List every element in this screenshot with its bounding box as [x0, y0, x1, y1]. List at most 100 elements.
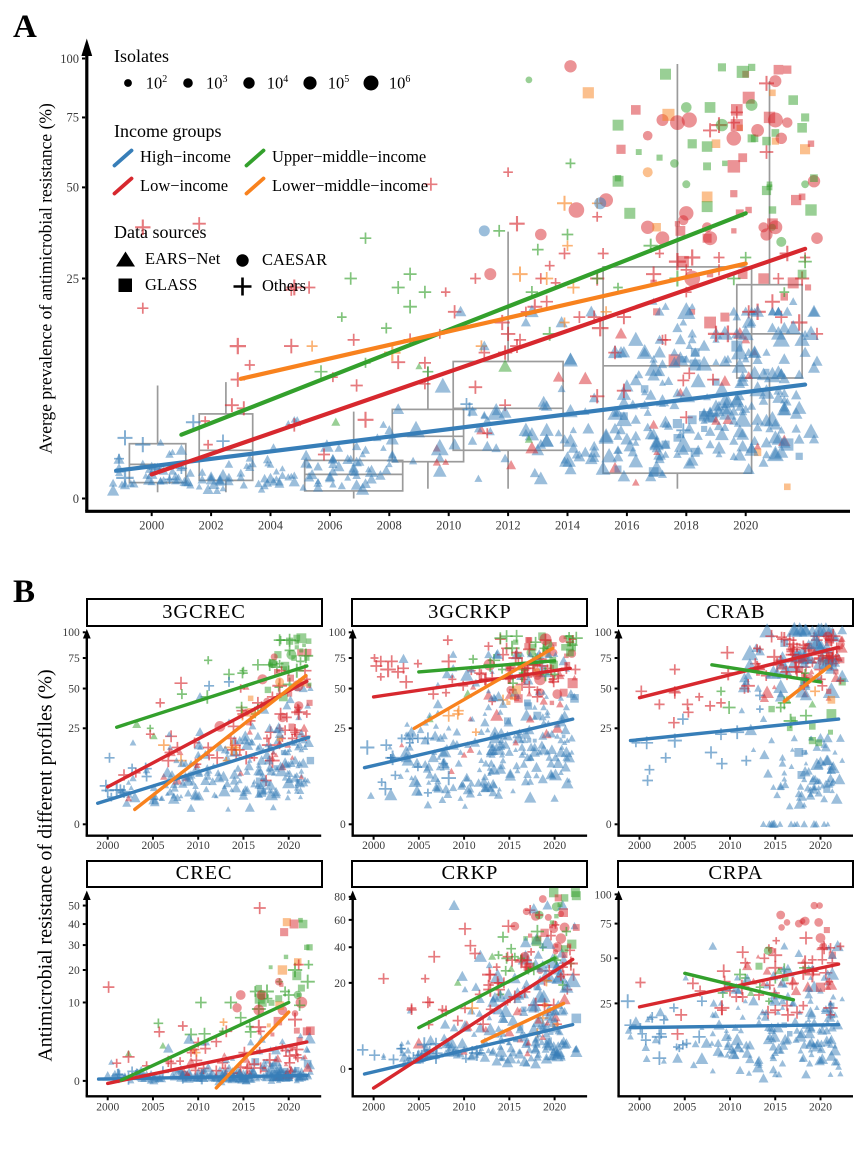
facet-strip-3gcrkp: 3GCRKP	[351, 598, 589, 627]
trend-line	[417, 956, 557, 1030]
axes: 2000 2002 2004 2006 2008 2010 2012 2014 2016 2018…	[60, 38, 850, 533]
plus-icon	[233, 277, 252, 295]
legend-isolates-title: Isolates	[114, 46, 169, 66]
svg-text:80: 80	[334, 892, 346, 904]
svg-text:2010: 2010	[453, 1102, 476, 1114]
svg-text:25: 25	[600, 723, 612, 735]
svg-text:2016: 2016	[614, 519, 639, 533]
isolate-size-label: 103	[206, 73, 228, 92]
points	[360, 629, 583, 809]
points	[357, 887, 583, 1069]
svg-text:0: 0	[606, 819, 612, 831]
axes: 2000 2005 2010 2015 2020 25 50 75 100	[594, 889, 853, 1114]
trend-line	[149, 246, 808, 477]
axes: 2000 2005 2010 2015 2020 0 10 20 30 40 50	[68, 890, 322, 1114]
svg-text:50: 50	[600, 953, 612, 965]
svg-text:25: 25	[67, 272, 80, 286]
svg-text:2010: 2010	[719, 1102, 742, 1114]
trend-line	[480, 1001, 566, 1044]
trend-line	[179, 211, 748, 437]
svg-text:50: 50	[67, 181, 80, 195]
svg-text:75: 75	[600, 653, 612, 665]
legend-income-item: Upper−middle−income	[244, 147, 426, 169]
svg-text:75: 75	[334, 653, 346, 665]
svg-text:100: 100	[594, 889, 612, 901]
trend-line	[95, 735, 311, 805]
facet-strip-3gcrec: 3GCREC	[85, 598, 323, 627]
trend-line	[683, 971, 796, 1002]
isolate-size-dot-icon	[183, 78, 193, 88]
legend-size-item: 103	[178, 72, 228, 94]
svg-text:100: 100	[594, 627, 612, 639]
svg-text:2010: 2010	[187, 1102, 210, 1114]
legend-income-item: High−income	[112, 147, 231, 169]
svg-text:100: 100	[63, 627, 81, 639]
svg-text:2015: 2015	[498, 1102, 521, 1114]
isolate-size-dot-icon	[303, 76, 317, 90]
svg-text:40: 40	[334, 942, 346, 954]
trend-line	[105, 1040, 309, 1086]
svg-text:2020: 2020	[277, 1102, 300, 1114]
svg-text:25: 25	[334, 723, 346, 735]
svg-text:2000: 2000	[362, 840, 385, 852]
axes: 2000 2005 2010 2015 2020 0 25 50 75 100	[594, 627, 853, 852]
points	[102, 902, 316, 1086]
source-label: GLASS	[145, 275, 198, 295]
legend-source-item: EARS−Net	[114, 249, 220, 271]
svg-text:20: 20	[68, 965, 80, 977]
svg-text:100: 100	[60, 52, 79, 66]
svg-text:50: 50	[600, 683, 612, 695]
income-line-icon	[244, 176, 266, 196]
svg-text:2010: 2010	[187, 840, 210, 852]
panel-a-label: A	[13, 9, 37, 45]
svg-text:0: 0	[73, 492, 79, 506]
svg-text:2000: 2000	[96, 840, 119, 852]
svg-text:2004: 2004	[258, 519, 284, 533]
svg-text:50: 50	[68, 900, 80, 912]
trend-line	[119, 1000, 291, 1082]
svg-text:2020: 2020	[809, 1102, 832, 1114]
svg-text:2005: 2005	[407, 840, 430, 852]
svg-text:2020: 2020	[277, 840, 300, 852]
svg-text:75: 75	[68, 653, 80, 665]
svg-text:30: 30	[68, 940, 80, 952]
svg-text:2000: 2000	[628, 840, 651, 852]
svg-text:2005: 2005	[141, 840, 164, 852]
facet-strip-crab: CRAB	[617, 598, 855, 627]
svg-text:2000: 2000	[139, 519, 164, 533]
svg-text:2010: 2010	[453, 840, 476, 852]
legend-size-item: 106	[361, 72, 411, 94]
svg-text:2014: 2014	[555, 519, 581, 533]
boxplot	[452, 231, 564, 489]
svg-text:2015: 2015	[498, 840, 521, 852]
svg-text:2020: 2020	[543, 840, 566, 852]
svg-text:0: 0	[74, 819, 80, 831]
svg-text:2020: 2020	[809, 840, 832, 852]
svg-text:2000: 2000	[362, 1102, 385, 1114]
legend-income-title: Income groups	[114, 121, 222, 141]
svg-text:2008: 2008	[377, 519, 402, 533]
trend-line	[362, 717, 575, 770]
svg-text:10: 10	[68, 997, 80, 1009]
income-line-icon	[112, 176, 134, 196]
svg-text:2015: 2015	[232, 840, 255, 852]
svg-text:50: 50	[68, 683, 80, 695]
svg-text:2018: 2018	[674, 519, 699, 533]
svg-text:2020: 2020	[733, 519, 758, 533]
panel-a-canvas: 2000 2002 2004 2006 2008 2010 2012 2014 2016 2018…	[60, 38, 850, 533]
facet-strip-crkp: CRKP	[351, 859, 589, 889]
svg-text:2005: 2005	[407, 1102, 430, 1114]
facet-3gcrkp-canvas: 2000 2005 2010 2015 2020 0 25 50 75 100	[328, 627, 588, 852]
isolate-size-label: 106	[388, 73, 411, 92]
svg-text:0: 0	[74, 1076, 80, 1088]
axes: 2000 2005 2010 2015 2020 0 20 40 60 80	[334, 890, 588, 1114]
trend-line	[371, 957, 575, 1090]
legend-source-item: GLASS	[114, 275, 197, 297]
facet-3gcrec-canvas: 2000 2005 2010 2015 2020 0 25 50 75 100	[63, 627, 322, 852]
isolate-size-label: 104	[266, 73, 289, 92]
legend-income-item: Lower−middle−income	[244, 175, 428, 197]
svg-text:2005: 2005	[141, 1102, 164, 1114]
svg-text:2006: 2006	[317, 519, 342, 533]
